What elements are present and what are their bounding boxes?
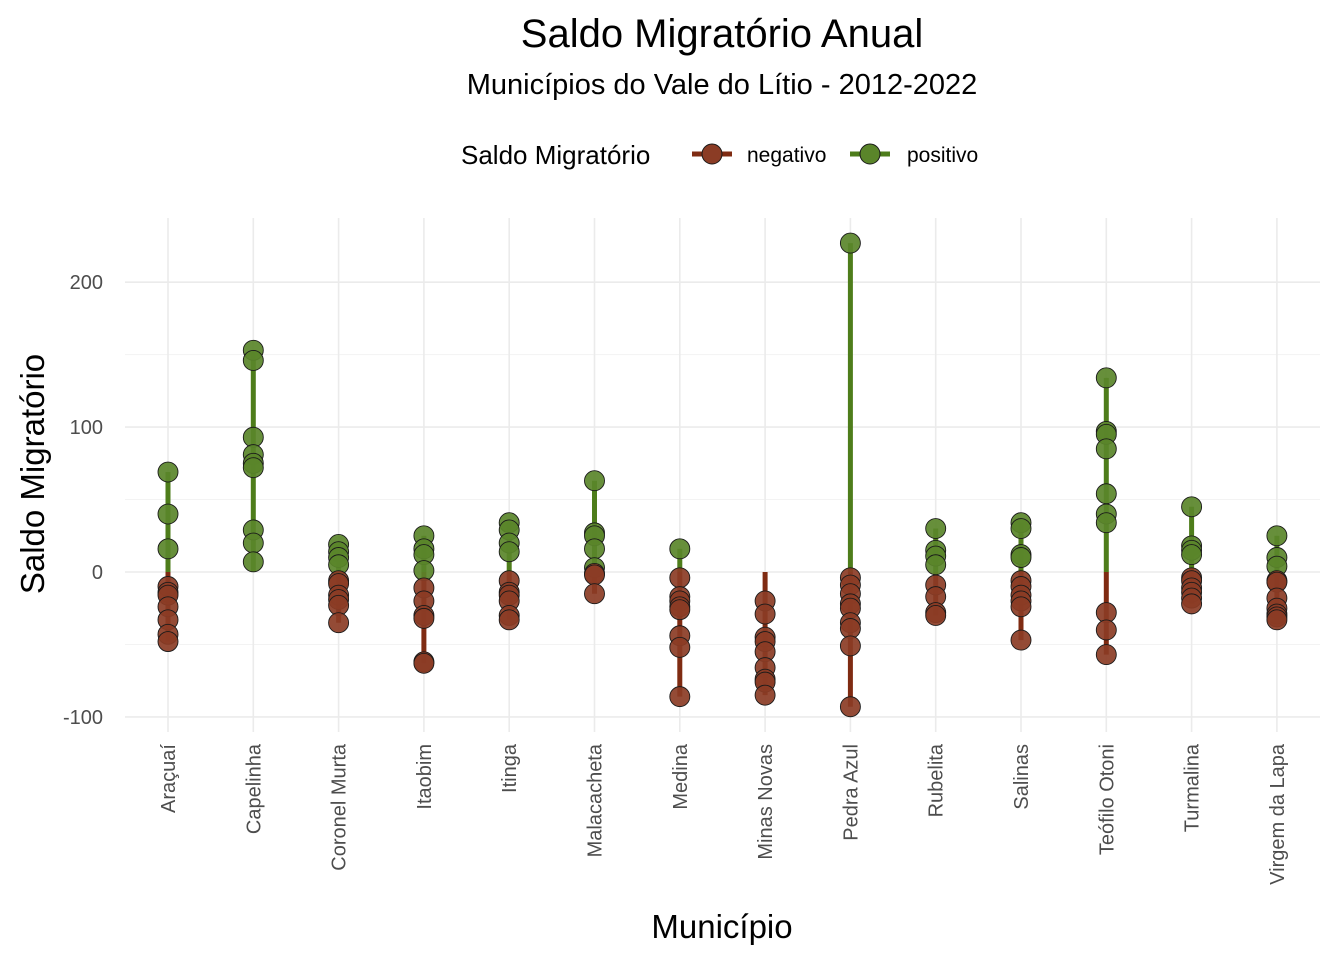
point-negativo-pedra-azul bbox=[839, 635, 861, 657]
legend: Saldo Migratório negativo positivo bbox=[461, 140, 978, 170]
point-positivo-capelinha bbox=[242, 532, 264, 554]
point-positivo-rubelita bbox=[925, 554, 947, 576]
point-negativo-teofilo-otoni bbox=[1095, 619, 1117, 641]
point-positivo-turmalina bbox=[1181, 496, 1203, 518]
x-tick-label-minas-novas: Minas Novas bbox=[755, 744, 777, 860]
grid bbox=[125, 218, 1320, 732]
point-negativo-coronel-murta bbox=[328, 612, 350, 634]
y-axis-ticks: -100 0 100 200 bbox=[63, 272, 103, 729]
x-axis-ticks: Araçuaí Capelinha Coronel Murta Itaobim Itin… bbox=[158, 743, 1289, 885]
point-negativo-virgem-da-lapa bbox=[1266, 609, 1288, 631]
y-tick-label: -100 bbox=[63, 707, 103, 729]
legend-label-positivo: positivo bbox=[907, 144, 978, 167]
point-positivo-turmalina bbox=[1181, 544, 1203, 566]
x-tick-label-turmalina: Turmalina bbox=[1182, 743, 1204, 832]
x-tick-label-malacacheta: Malacacheta bbox=[585, 743, 607, 857]
chart-subtitle: Municípios do Vale do Lítio - 2012-2022 bbox=[467, 69, 978, 101]
point-negativo-malacacheta bbox=[584, 583, 605, 605]
y-tick-label: 200 bbox=[70, 272, 103, 294]
point-positivo-teofilo-otoni bbox=[1095, 512, 1117, 534]
point-negativo-itinga bbox=[498, 609, 520, 631]
legend-key-negativo bbox=[692, 143, 732, 165]
points bbox=[157, 232, 1288, 718]
point-positivo-pedra-azul bbox=[839, 232, 861, 254]
point-positivo-capelinha bbox=[242, 349, 264, 371]
point-negativo-medina bbox=[669, 686, 691, 708]
x-tick-label-pedra-azul: Pedra Azul bbox=[840, 744, 862, 841]
point-positivo-malacacheta bbox=[584, 538, 605, 560]
point-negativo-rubelita bbox=[925, 605, 947, 626]
y-axis-title: Saldo Migratório bbox=[14, 354, 51, 594]
point-negativo-medina bbox=[669, 636, 691, 658]
point-positivo-aracuai bbox=[157, 538, 179, 560]
point-negativo-minas-novas bbox=[754, 684, 776, 706]
x-tick-label-itaobim: Itaobim bbox=[414, 744, 436, 810]
point-positivo-virgem-da-lapa bbox=[1266, 525, 1288, 547]
point-positivo-salinas bbox=[1010, 547, 1032, 568]
x-tick-label-capelinha: Capelinha bbox=[243, 743, 265, 834]
point-negativo-malacacheta bbox=[584, 564, 605, 586]
x-tick-label-aracuai: Araçuaí bbox=[158, 744, 180, 813]
legend-label-negativo: negativo bbox=[747, 144, 826, 167]
point-negativo-aracuai bbox=[157, 631, 179, 653]
point-negativo-medina bbox=[669, 599, 691, 621]
point-negativo-medina bbox=[669, 567, 691, 589]
point-positivo-capelinha bbox=[242, 457, 264, 479]
point-negativo-minas-novas bbox=[754, 603, 776, 625]
point-negativo-itaobim bbox=[413, 607, 435, 629]
point-positivo-rubelita bbox=[925, 518, 947, 539]
point-negativo-salinas bbox=[1010, 629, 1032, 651]
x-tick-label-itinga: Itinga bbox=[499, 743, 521, 793]
y-tick-label: 0 bbox=[92, 562, 103, 584]
point-positivo-malacacheta bbox=[584, 470, 605, 492]
x-axis-title: Município bbox=[651, 908, 792, 945]
point-positivo-itinga bbox=[498, 541, 520, 563]
point-positivo-medina bbox=[669, 538, 691, 560]
point-negativo-itaobim bbox=[413, 652, 435, 674]
point-positivo-teofilo-otoni bbox=[1095, 483, 1117, 505]
point-positivo-teofilo-otoni bbox=[1095, 367, 1117, 389]
point-positivo-teofilo-otoni bbox=[1095, 438, 1117, 460]
x-tick-label-virgem-da-lapa: Virgem da Lapa bbox=[1267, 743, 1289, 885]
point-negativo-teofilo-otoni bbox=[1095, 644, 1117, 666]
x-tick-label-medina: Medina bbox=[670, 743, 692, 809]
point-positivo-salinas bbox=[1010, 518, 1032, 539]
point-negativo-pedra-azul bbox=[839, 696, 861, 718]
x-tick-label-coronel-murta: Coronel Murta bbox=[329, 743, 351, 871]
point-positivo-aracuai bbox=[157, 503, 179, 525]
point-positivo-aracuai bbox=[157, 461, 179, 483]
x-tick-label-teofilo-otoni: Teófilo Otoni bbox=[1096, 744, 1118, 855]
point-negativo-salinas bbox=[1010, 596, 1032, 618]
x-tick-label-rubelita: Rubelita bbox=[926, 743, 948, 817]
legend-key-positivo bbox=[850, 143, 890, 165]
point-negativo-turmalina bbox=[1181, 593, 1203, 615]
point-positivo-capelinha bbox=[242, 551, 264, 573]
y-tick-label: 100 bbox=[70, 417, 103, 439]
x-tick-label-salinas: Salinas bbox=[1011, 744, 1033, 810]
legend-title: Saldo Migratório bbox=[461, 140, 650, 170]
chart-title: Saldo Migratório Anual bbox=[521, 12, 923, 56]
